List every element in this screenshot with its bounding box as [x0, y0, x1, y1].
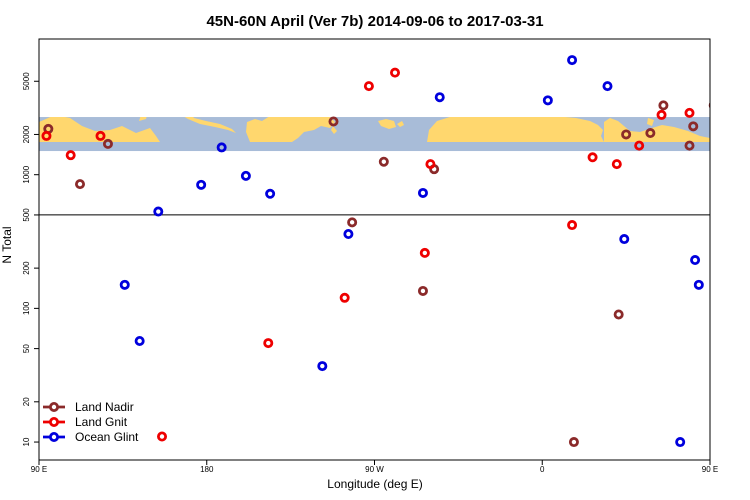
point-ocean-glint: [602, 81, 613, 92]
point-land-gnit: [41, 130, 52, 141]
point-ocean-glint: [434, 92, 445, 103]
point-ocean-glint: [119, 279, 130, 290]
plot-frame: [38, 38, 711, 461]
point-land-gnit: [716, 132, 723, 139]
point-land-nadir: [417, 285, 428, 296]
point-land-nadir: [708, 102, 710, 109]
point-land-nadir: [378, 156, 389, 167]
point-ocean-glint: [265, 188, 276, 199]
y-tick-label: 1000: [22, 165, 31, 183]
point-ocean-glint: [619, 234, 630, 245]
point-ocean-glint: [693, 279, 704, 290]
point-land-nadir: [621, 129, 632, 140]
point-ocean-glint: [343, 229, 354, 240]
point-ocean-glint: [134, 336, 145, 347]
x-tick-label: 90 W: [365, 465, 384, 474]
x-tick-label: 0: [540, 465, 545, 474]
legend-marker-ocean-glint: [49, 431, 60, 442]
y-tick-label: 20: [22, 397, 31, 406]
point-land-nadir: [658, 100, 669, 111]
point-land-nadir: [102, 138, 113, 149]
y-axis: 10 20 50 100 200 500 1000 2000 5000: [22, 72, 39, 446]
x-tick-label: 180: [200, 465, 214, 474]
legend-label-land-gnit: Land Gnit: [75, 415, 128, 429]
point-land-nadir: [684, 140, 695, 151]
point-ocean-glint: [417, 187, 428, 198]
point-land-nadir: [347, 217, 358, 228]
point-land-gnit: [157, 431, 168, 442]
point-land-gnit: [95, 130, 106, 141]
data-points: [41, 55, 745, 448]
point-ocean-glint: [196, 179, 207, 190]
point-land-gnit: [738, 152, 745, 159]
x-tick-label: 90 E: [31, 465, 47, 474]
point-land-gnit: [65, 150, 76, 161]
y-tick-label: 100: [22, 301, 31, 315]
world-map-band: [39, 117, 710, 152]
legend-label-ocean-glint: Ocean Glint: [75, 430, 139, 444]
point-ocean-glint: [216, 142, 227, 153]
y-tick-label: 10: [22, 437, 31, 446]
point-land-nadir: [688, 121, 699, 132]
legend-marker-land-gnit: [49, 416, 60, 427]
x-axis: 90 E 180 90 W 0 90 E: [31, 460, 718, 474]
y-tick-label: 2000: [22, 125, 31, 143]
point-land-nadir: [328, 116, 339, 127]
point-land-gnit: [263, 338, 274, 349]
point-ocean-glint: [690, 255, 701, 266]
point-ocean-glint: [542, 95, 553, 106]
legend-label-land-nadir: Land Nadir: [75, 400, 134, 414]
point-land-gnit: [419, 247, 430, 258]
y-tick-label: 500: [22, 208, 31, 222]
point-land-gnit: [390, 67, 401, 78]
point-land-gnit: [425, 159, 436, 170]
point-land-nadir: [738, 125, 745, 132]
point-ocean-glint: [567, 55, 578, 66]
y-axis-label: N Total: [0, 226, 14, 263]
x-tick-label: 90 E: [702, 465, 718, 474]
point-land-gnit: [684, 107, 695, 118]
point-land-nadir: [75, 179, 86, 190]
point-land-gnit: [339, 292, 350, 303]
point-land-gnit: [363, 81, 374, 92]
y-tick-label: 50: [22, 344, 31, 353]
point-ocean-glint: [240, 170, 251, 181]
point-ocean-glint: [153, 206, 164, 217]
point-land-nadir: [568, 437, 579, 448]
point-land-nadir: [613, 309, 624, 320]
point-land-gnit: [634, 140, 645, 151]
point-land-gnit: [611, 159, 622, 170]
point-land-gnit: [656, 109, 667, 120]
point-land-gnit: [587, 152, 598, 163]
x-axis-label: Longitude (deg E): [327, 477, 422, 491]
legend-marker-land-nadir: [49, 401, 60, 412]
point-ocean-glint: [317, 361, 328, 372]
point-land-nadir: [645, 128, 656, 139]
point-ocean-glint: [675, 437, 686, 448]
chart-title: 45N-60N April (Ver 7b) 2014-09-06 to 201…: [206, 13, 543, 30]
y-tick-label: 200: [22, 261, 31, 275]
point-land-gnit: [567, 220, 578, 231]
y-tick-label: 5000: [22, 72, 31, 90]
